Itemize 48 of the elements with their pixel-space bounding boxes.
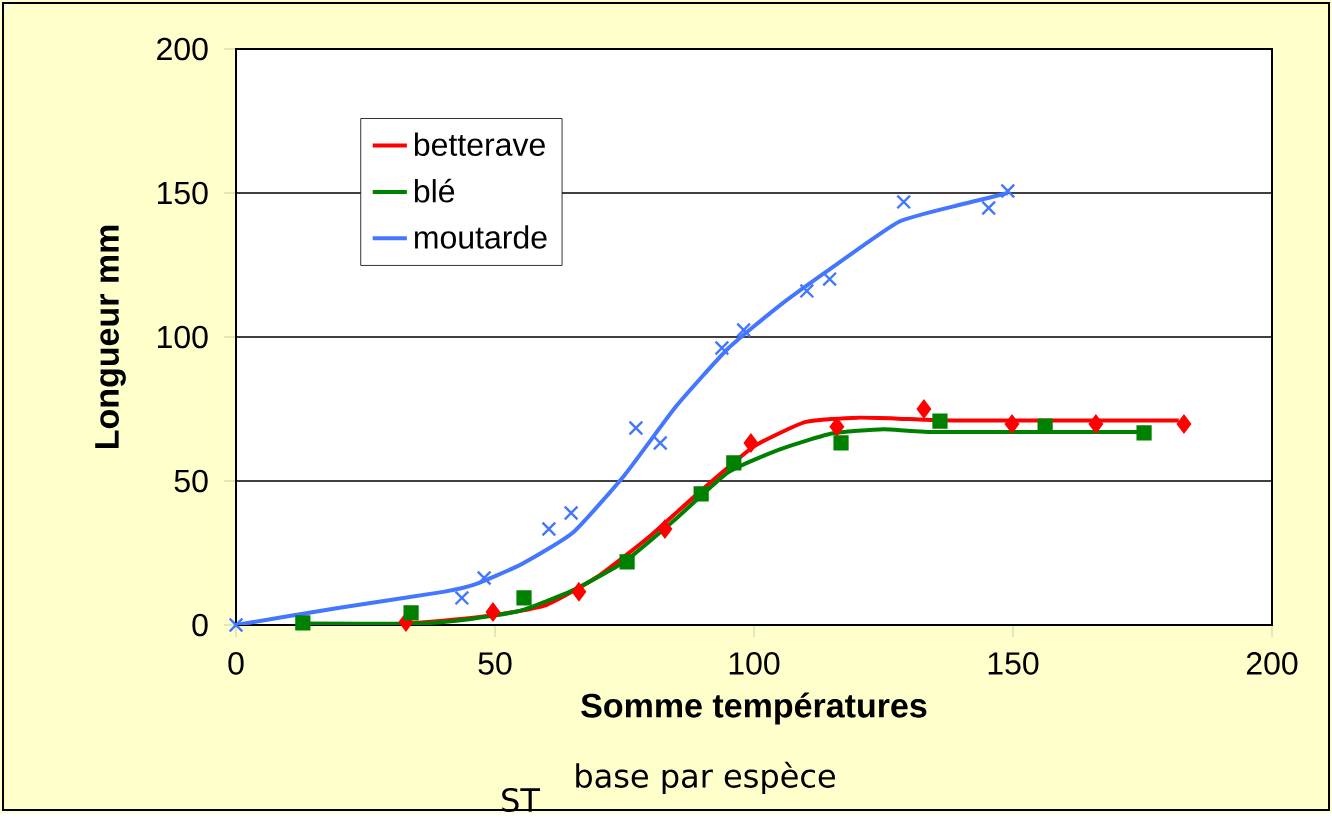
x-tick-label: 50 [478,652,512,675]
y-tick-label: 150 [158,181,208,205]
y-axis-title: Longueur mm [95,225,126,449]
legend-label: blé [414,178,455,203]
point [833,435,849,451]
point [1000,183,1016,199]
point [563,505,579,521]
y-tick-label: 0 [192,613,208,637]
point [1176,414,1192,434]
point [628,420,644,436]
point [476,570,492,586]
point [916,399,932,419]
point [1136,425,1152,441]
point [1004,414,1020,434]
legend-label: moutarde [415,225,547,249]
point [403,605,419,621]
point [743,433,759,453]
point [829,417,845,437]
point [736,322,752,338]
point [981,200,997,216]
point [799,283,815,299]
point [516,590,532,606]
x-tick-label: 0 [228,652,244,675]
legend-label: betterave [414,132,545,157]
x-tick-label: 100 [729,652,780,675]
point [896,194,912,210]
x-tick-label: 200 [1246,652,1298,675]
point [571,582,587,602]
text: base par espèce [576,761,835,795]
point [485,602,501,622]
point [726,455,742,471]
x-axis-title: Somme températures [581,692,927,725]
point [693,486,709,502]
point [619,554,635,570]
y-tick-label: 200 [157,37,208,61]
point [454,590,470,606]
point [652,435,668,451]
y-tick-label: 50 [174,469,208,493]
x-tick-label: 150 [988,652,1039,675]
point [932,413,948,429]
point [822,271,838,287]
point [657,520,673,539]
point [1088,414,1104,434]
y-tick-label: 100 [158,325,208,349]
point [714,340,730,356]
point [295,615,311,631]
point [541,521,557,537]
point [228,617,244,633]
